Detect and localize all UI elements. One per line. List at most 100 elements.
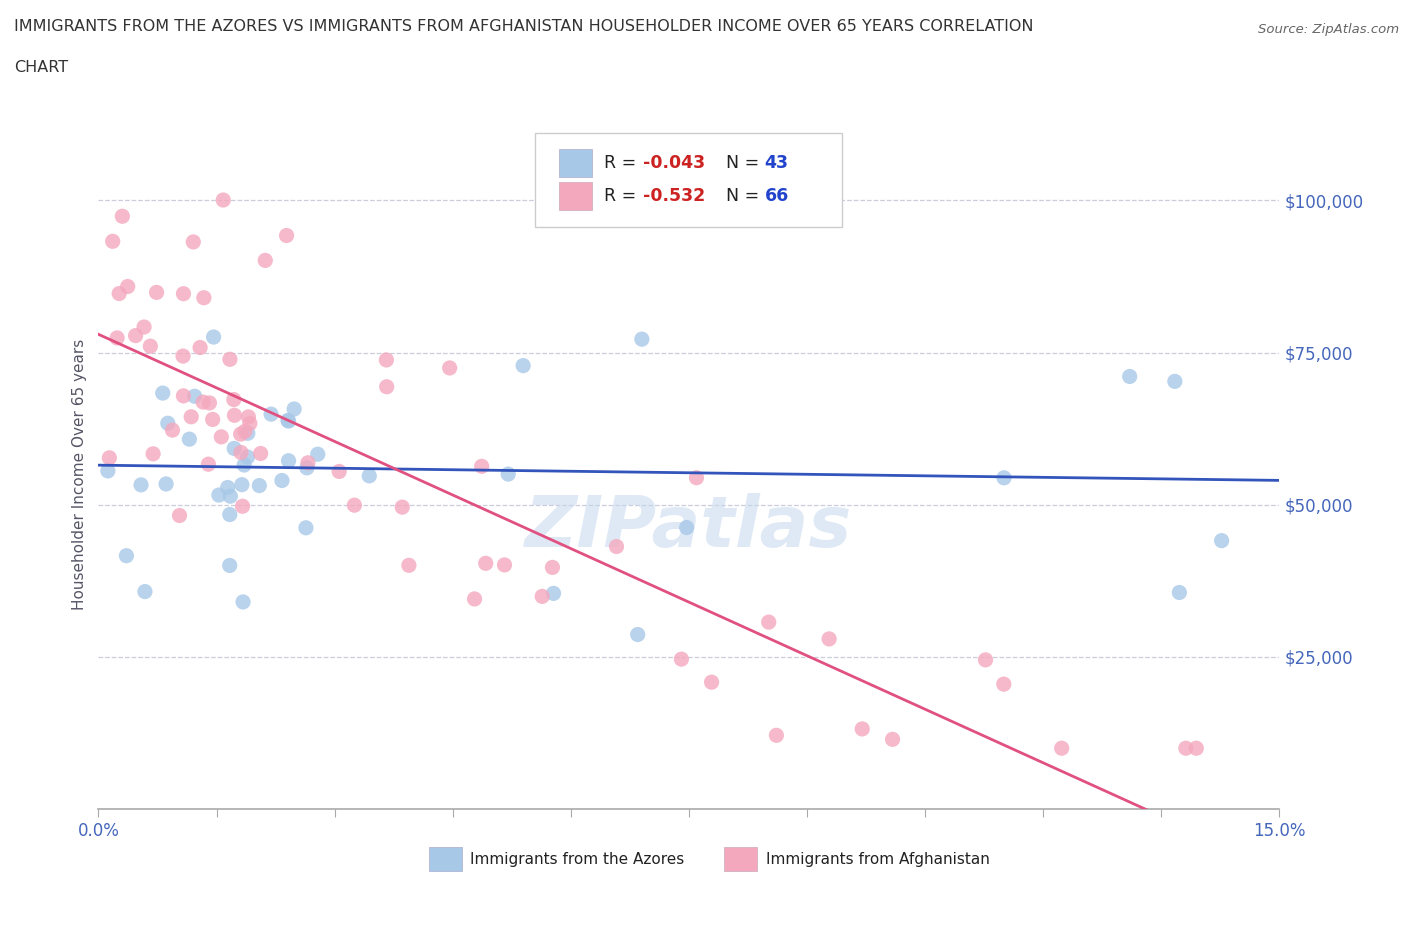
FancyBboxPatch shape <box>560 182 592 210</box>
Point <box>295 460 318 475</box>
Point <box>277 413 299 428</box>
Point <box>197 457 219 472</box>
Point <box>236 426 259 441</box>
Text: 43: 43 <box>765 154 789 172</box>
Point <box>398 558 420 573</box>
Point <box>631 332 654 347</box>
FancyBboxPatch shape <box>724 847 758 871</box>
Point <box>224 408 246 423</box>
Point <box>105 330 128 345</box>
Point <box>605 539 627 554</box>
Point <box>765 728 787 743</box>
Point <box>117 279 139 294</box>
Point <box>156 416 179 431</box>
Point <box>541 560 564 575</box>
Point <box>675 520 697 535</box>
Point <box>1174 741 1197 756</box>
Point <box>172 286 194 301</box>
Point <box>233 458 256 472</box>
Point <box>254 253 277 268</box>
Point <box>233 424 256 439</box>
Point <box>512 358 534 373</box>
Point <box>818 631 841 646</box>
Point <box>97 463 120 478</box>
Point <box>1050 741 1073 756</box>
Point <box>155 476 177 491</box>
Point <box>222 392 245 407</box>
Point <box>218 507 240 522</box>
Point <box>191 394 214 409</box>
Y-axis label: Householder Income Over 65 years: Householder Income Over 65 years <box>72 339 87 610</box>
Point <box>993 677 1015 692</box>
Point <box>249 446 271 461</box>
FancyBboxPatch shape <box>429 847 463 871</box>
Point <box>391 499 413 514</box>
Point <box>218 558 240 573</box>
Point <box>295 521 318 536</box>
Point <box>181 234 204 249</box>
Point <box>993 471 1015 485</box>
Point <box>162 422 184 437</box>
Point <box>247 478 270 493</box>
Text: 66: 66 <box>765 188 789 206</box>
Text: Immigrants from Afghanistan: Immigrants from Afghanistan <box>766 852 990 867</box>
Point <box>202 329 225 344</box>
Point <box>238 409 260 424</box>
Point <box>209 430 232 445</box>
Point <box>219 489 242 504</box>
Point <box>543 586 565 601</box>
Text: Source: ZipAtlas.com: Source: ZipAtlas.com <box>1258 23 1399 36</box>
Point <box>375 352 398 367</box>
Point <box>1211 533 1233 548</box>
Point <box>180 409 202 424</box>
Point <box>231 477 253 492</box>
Text: IMMIGRANTS FROM THE AZORES VS IMMIGRANTS FROM AFGHANISTAN HOUSEHOLDER INCOME OVE: IMMIGRANTS FROM THE AZORES VS IMMIGRANTS… <box>14 19 1033 33</box>
Point <box>229 427 252 442</box>
Text: -0.532: -0.532 <box>643 188 706 206</box>
Point <box>212 193 235 207</box>
Point <box>1118 369 1140 384</box>
Point <box>172 349 194 364</box>
Point <box>375 379 398 394</box>
Point <box>183 389 205 404</box>
Point <box>1168 585 1191 600</box>
Point <box>277 414 299 429</box>
Text: R =: R = <box>605 188 641 206</box>
Text: N =: N = <box>714 154 765 172</box>
Point <box>297 456 319 471</box>
Point <box>172 389 194 404</box>
Text: R =: R = <box>605 154 641 172</box>
Text: -0.043: -0.043 <box>643 154 704 172</box>
Text: ZIPatlas: ZIPatlas <box>526 494 852 563</box>
Point <box>496 467 519 482</box>
Point <box>198 395 221 410</box>
Point <box>531 589 554 604</box>
Point <box>307 446 329 461</box>
Point <box>1164 374 1187 389</box>
Point <box>627 627 650 642</box>
Point <box>277 453 299 468</box>
Point <box>188 340 211 355</box>
Text: Immigrants from the Azores: Immigrants from the Azores <box>471 852 685 867</box>
Point <box>232 594 254 609</box>
Point <box>283 402 305 417</box>
Point <box>758 615 780 630</box>
Point <box>974 653 997 668</box>
Point <box>139 339 162 353</box>
Point <box>111 209 134 224</box>
Point <box>217 480 239 495</box>
Text: CHART: CHART <box>14 60 67 75</box>
Point <box>142 446 165 461</box>
Point <box>1185 741 1208 756</box>
Point <box>129 477 152 492</box>
Point <box>271 473 294 488</box>
Point <box>328 464 350 479</box>
Point <box>359 469 381 484</box>
Point <box>685 471 707 485</box>
Point <box>229 445 252 460</box>
Point <box>201 412 224 427</box>
Point <box>439 361 461 376</box>
Point <box>474 556 496 571</box>
Point <box>169 508 191 523</box>
FancyBboxPatch shape <box>560 149 592 177</box>
